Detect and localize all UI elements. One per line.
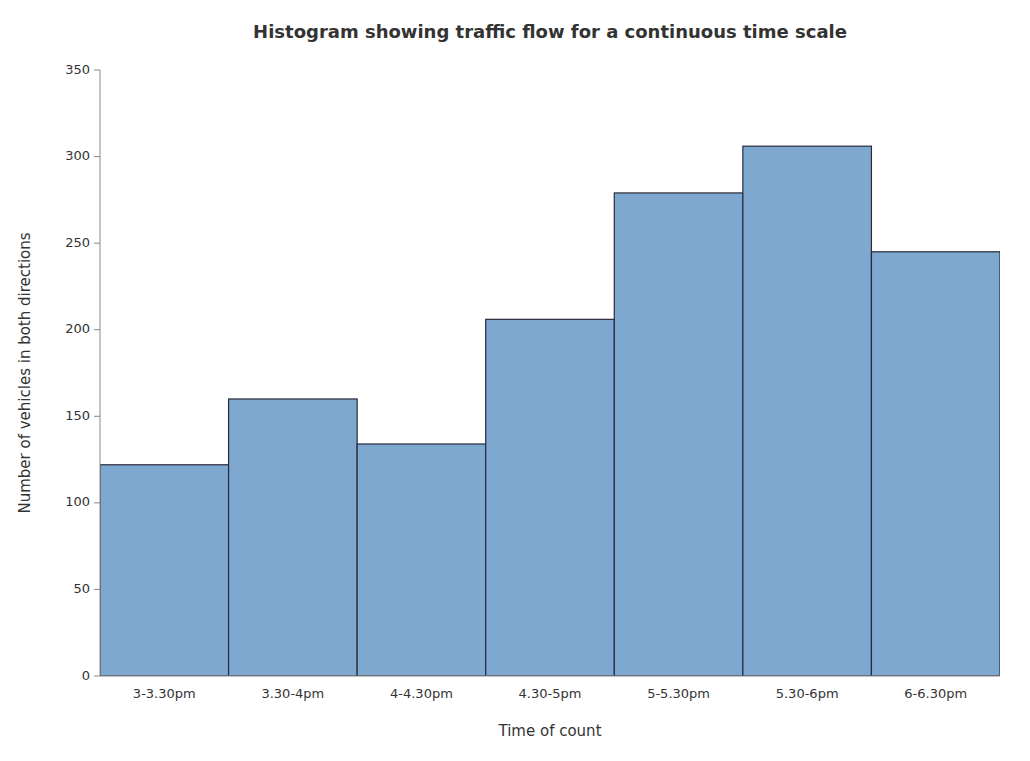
x-tick-label: 4.30-5pm: [519, 686, 582, 701]
x-tick-label: 6-6.30pm: [904, 686, 967, 701]
x-axis-line: [100, 676, 1000, 677]
y-tick: [94, 243, 100, 244]
axes: 0 50 100 150 200 250 300 350 3-3.30pm 3.30-4pm 4-4…: [65, 62, 1000, 702]
y-tick: [94, 156, 100, 157]
y-tick: [94, 329, 100, 330]
y-tick-label: 100: [65, 494, 90, 509]
y-tick-label: 300: [65, 148, 90, 163]
x-tick-label: 5.30-6pm: [776, 686, 839, 701]
chart-container: 0 50 100 150 200 250 300 350 3-3.30pm 3.30-4pm 4-4…: [0, 0, 1030, 761]
x-tick-label: 3-3.30pm: [133, 686, 196, 701]
x-tick-label: 4-4.30pm: [390, 686, 453, 701]
y-tick: [94, 676, 100, 677]
x-tick-label: 3.30-4pm: [261, 686, 324, 701]
y-tick-label: 0: [82, 668, 90, 683]
x-tick-label: 5-5.30pm: [647, 686, 710, 701]
y-tick-label: 50: [73, 581, 90, 596]
chart-svg: 0 50 100 150 200 250 300 350 3-3.30pm 3.30-4pm 4-4…: [0, 0, 1030, 761]
bar: [357, 444, 486, 676]
y-tick-label: 200: [65, 321, 90, 336]
y-tick-label: 350: [65, 62, 90, 77]
y-tick: [94, 502, 100, 503]
x-axis-label: Time of count: [497, 722, 601, 740]
bar: [743, 146, 872, 676]
y-axis-line: [100, 70, 101, 676]
y-axis-label: Number of vehicles in both directions: [16, 232, 34, 513]
chart-title: Histogram showing traffic flow for a con…: [253, 21, 847, 42]
y-tick: [94, 70, 100, 71]
bar: [100, 465, 229, 676]
y-tick-label: 250: [65, 235, 90, 250]
y-tick: [94, 589, 100, 590]
bar: [871, 252, 1000, 676]
y-tick: [94, 416, 100, 417]
bar: [614, 193, 743, 676]
y-tick-label: 150: [65, 408, 90, 423]
bars: [100, 146, 1000, 676]
bar: [229, 399, 358, 676]
bar: [486, 319, 615, 676]
